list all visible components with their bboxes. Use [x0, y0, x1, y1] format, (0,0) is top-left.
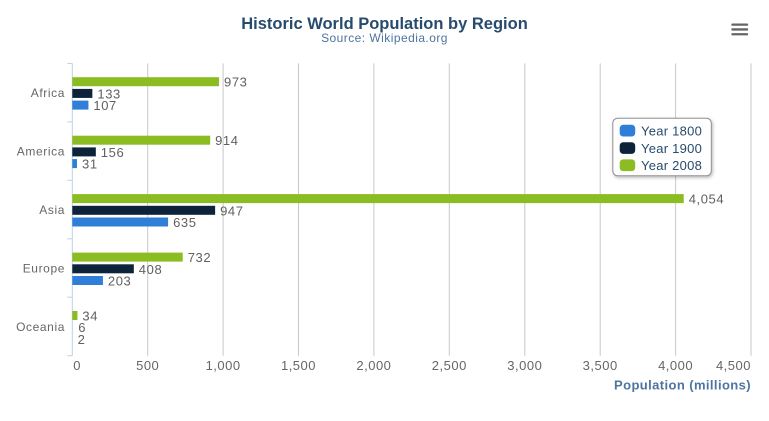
svg-text:Source: Wikipedia.org: Source: Wikipedia.org: [321, 31, 448, 45]
svg-text:4,000: 4,000: [658, 358, 693, 373]
svg-text:1,500: 1,500: [281, 358, 316, 373]
svg-text:Asia: Asia: [39, 203, 65, 217]
svg-text:107: 107: [93, 98, 117, 113]
svg-text:156: 156: [101, 145, 125, 160]
svg-text:34: 34: [82, 309, 98, 324]
svg-text:133: 133: [97, 86, 121, 101]
svg-text:947: 947: [220, 203, 244, 218]
svg-text:635: 635: [173, 215, 197, 230]
svg-text:3,000: 3,000: [507, 358, 542, 373]
svg-text:Year 1800: Year 1800: [641, 124, 702, 139]
svg-text:Africa: Africa: [31, 86, 65, 100]
svg-text:408: 408: [139, 262, 163, 277]
svg-text:3,500: 3,500: [583, 358, 618, 373]
svg-text:203: 203: [108, 274, 131, 289]
svg-text:America: America: [17, 145, 65, 159]
svg-text:914: 914: [215, 133, 239, 148]
svg-text:500: 500: [136, 358, 159, 373]
svg-text:6: 6: [78, 320, 86, 335]
svg-text:Europe: Europe: [23, 262, 65, 276]
svg-text:Historic World Population by R: Historic World Population by Region: [241, 15, 528, 33]
svg-text:Year 1900: Year 1900: [641, 141, 702, 156]
svg-text:31: 31: [82, 157, 98, 172]
svg-text:0: 0: [73, 358, 81, 373]
svg-text:973: 973: [224, 75, 248, 90]
svg-text:732: 732: [188, 250, 212, 265]
svg-text:4,054: 4,054: [689, 192, 725, 207]
svg-text:2,000: 2,000: [356, 358, 391, 373]
svg-text:Oceania: Oceania: [16, 320, 65, 334]
svg-text:Population (millions): Population (millions): [614, 378, 751, 393]
svg-text:1,000: 1,000: [206, 358, 241, 373]
svg-text:Year 2008: Year 2008: [641, 158, 702, 173]
svg-text:2: 2: [78, 332, 86, 347]
svg-text:2,500: 2,500: [432, 358, 467, 373]
svg-text:4,500: 4,500: [716, 358, 751, 373]
